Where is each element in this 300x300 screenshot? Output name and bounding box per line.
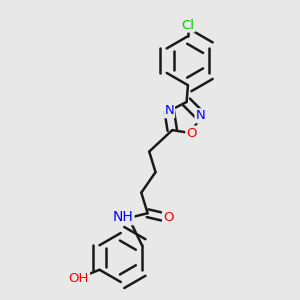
Text: N: N — [196, 109, 205, 122]
Text: O: O — [163, 212, 173, 224]
Text: NH: NH — [113, 210, 134, 224]
Text: Cl: Cl — [182, 19, 194, 32]
Text: N: N — [164, 104, 174, 117]
Text: O: O — [186, 127, 197, 140]
Text: OH: OH — [69, 272, 89, 285]
